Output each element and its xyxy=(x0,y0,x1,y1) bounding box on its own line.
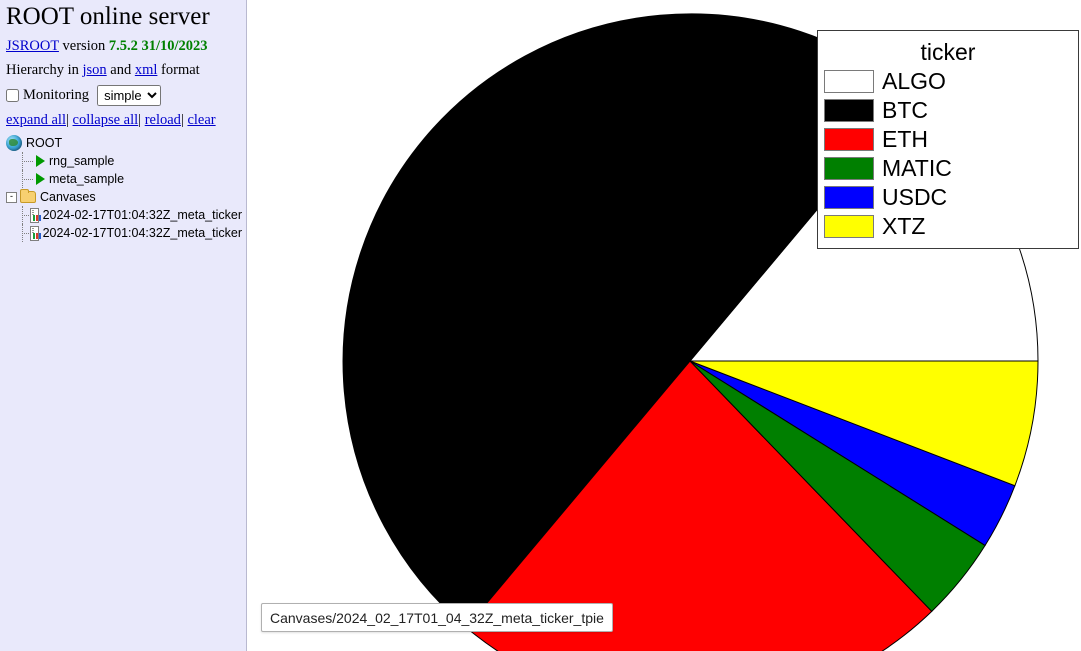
sep-2: | xyxy=(138,112,142,128)
hierarchy-and: and xyxy=(110,62,132,78)
sidebar: ROOT online server JSROOT version 7.5.2 … xyxy=(0,0,247,651)
pie-slice-btc[interactable] xyxy=(342,13,915,629)
json-link[interactable]: json xyxy=(82,62,107,78)
legend-row[interactable]: ALGO xyxy=(818,67,1078,96)
tree-item-label: ROOT xyxy=(26,136,63,150)
tree-item-label: 2024-02-17T01:04:32Z_meta_ticker xyxy=(42,226,242,240)
tree-branch-line xyxy=(22,224,34,242)
tree-item-canvas-1[interactable]: 2024-02-17T01:04:32Z_meta_ticker xyxy=(6,206,242,224)
version-line: JSROOT version 7.5.2 31/10/2023 xyxy=(6,36,242,56)
legend-label: ALGO xyxy=(882,68,946,94)
legend-swatch xyxy=(824,157,874,180)
canvas-doc-icon xyxy=(30,225,42,241)
globe-icon xyxy=(6,135,22,151)
play-icon xyxy=(36,155,45,167)
legend-row[interactable]: XTZ xyxy=(818,212,1078,241)
tree-item-label: Canvases xyxy=(40,190,96,204)
tree-item-label: rng_sample xyxy=(49,154,115,168)
xml-link[interactable]: xml xyxy=(134,62,158,78)
sep-1: | xyxy=(66,112,69,128)
pie-slice-eth[interactable] xyxy=(465,360,933,651)
legend-label: XTZ xyxy=(882,213,926,239)
page-title: ROOT online server xyxy=(6,3,210,30)
legend-swatch xyxy=(824,70,874,93)
legend-label: ETH xyxy=(882,126,928,152)
tree-branch-line xyxy=(22,152,36,170)
tree-item-rng-sample[interactable]: rng_sample xyxy=(6,152,242,170)
legend-rows: ALGO BTC ETH MATIC USDC XTZ xyxy=(818,67,1078,241)
status-bar-text: Canvases/2024_02_17T01_04_32Z_meta_ticke… xyxy=(270,609,604,626)
legend-title: ticker xyxy=(920,39,976,65)
tree-item-root[interactable]: ROOT xyxy=(6,134,242,152)
folder-icon xyxy=(20,189,36,203)
hierarchy-tree: ROOT rng_sample meta_sample - Canvases xyxy=(6,134,242,242)
legend-swatch xyxy=(824,128,874,151)
sep-3: | xyxy=(180,112,184,128)
tree-item-label: 2024-02-17T01:04:32Z_meta_ticker xyxy=(42,208,242,222)
legend-row[interactable]: USDC xyxy=(818,183,1078,212)
pie-chart[interactable] xyxy=(247,0,1081,651)
hierarchy-suffix: format xyxy=(161,62,200,78)
monitoring-checkbox[interactable] xyxy=(6,89,19,102)
tree-branch-line xyxy=(22,206,34,224)
legend-label: USDC xyxy=(882,184,948,210)
hierarchy-prefix: Hierarchy in xyxy=(6,62,79,78)
status-bar: Canvases/2024_02_17T01_04_32Z_meta_ticke… xyxy=(261,603,613,632)
legend-row[interactable]: ETH xyxy=(818,125,1078,154)
legend-label: BTC xyxy=(882,97,928,123)
toggle-glyph: - xyxy=(10,190,13,201)
command-links: expand all| collapse all| reload| clear xyxy=(6,112,242,129)
tree-branch-line xyxy=(22,170,36,188)
expand-all-link[interactable]: expand all xyxy=(6,112,66,128)
pie-slice-xtz[interactable] xyxy=(689,360,1039,487)
monitoring-mode-select[interactable]: simple xyxy=(97,85,162,106)
legend[interactable]: ticker ALGO BTC ETH MATIC USDC XTZ xyxy=(817,30,1079,249)
legend-swatch xyxy=(824,215,874,238)
canvas-area[interactable]: ticker ALGO BTC ETH MATIC USDC XTZ xyxy=(247,0,1081,651)
collapse-all-link[interactable]: collapse all xyxy=(72,112,139,128)
tree-item-canvas-2[interactable]: 2024-02-17T01:04:32Z_meta_ticker xyxy=(6,224,242,242)
legend-swatch xyxy=(824,99,874,122)
version-value: 7.5.2 31/10/2023 xyxy=(108,38,208,54)
legend-row[interactable]: MATIC xyxy=(818,154,1078,183)
tree-item-canvases[interactable]: - Canvases xyxy=(6,188,242,206)
canvas-doc-icon xyxy=(30,207,42,223)
jsroot-link[interactable]: JSROOT xyxy=(6,38,59,54)
legend-swatch xyxy=(824,186,874,209)
legend-row[interactable]: BTC xyxy=(818,96,1078,125)
version-word: version xyxy=(62,38,106,54)
collapse-toggle-icon[interactable]: - xyxy=(6,190,17,203)
monitoring-label: Monitoring xyxy=(23,87,90,103)
legend-label: MATIC xyxy=(882,155,952,181)
monitoring-row: Monitoring simple xyxy=(6,85,242,106)
play-icon xyxy=(36,173,45,185)
hierarchy-line: Hierarchy in json and xml format xyxy=(6,60,242,80)
tree-item-label: meta_sample xyxy=(49,172,125,186)
reload-link[interactable]: reload xyxy=(144,112,181,128)
tree-item-meta-sample[interactable]: meta_sample xyxy=(6,170,242,188)
clear-link[interactable]: clear xyxy=(187,112,216,128)
